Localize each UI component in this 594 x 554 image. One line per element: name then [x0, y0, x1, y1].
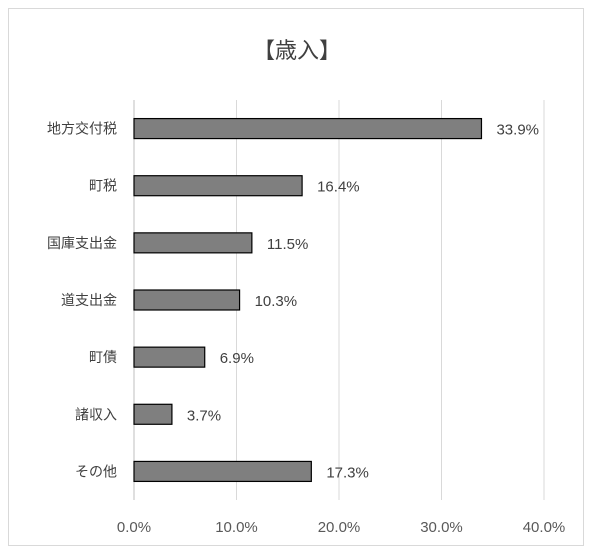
bar	[133, 346, 206, 368]
bar	[133, 175, 303, 197]
bar	[133, 460, 312, 483]
x-tick-labels: 0.0% 10.0% 20.0% 30.0% 40.0%	[117, 519, 565, 536]
data-label: 10.3%	[255, 293, 298, 310]
category-label: 町債	[89, 350, 117, 366]
x-tick-label: 10.0%	[215, 519, 258, 536]
category-label: 道支出金	[61, 293, 117, 309]
bar	[133, 289, 241, 311]
data-label: 16.4%	[317, 179, 360, 196]
bar	[133, 117, 483, 140]
x-tick-label: 40.0%	[523, 519, 566, 536]
bars	[133, 117, 483, 483]
x-tick-label: 0.0%	[117, 519, 151, 536]
x-tick-label: 20.0%	[318, 519, 361, 536]
category-label: 国庫支出金	[47, 235, 117, 252]
category-label: 地方交付税	[47, 121, 117, 138]
data-label: 17.3%	[326, 464, 369, 481]
x-tick-label: 30.0%	[420, 519, 463, 536]
data-label: 6.9%	[220, 350, 254, 367]
data-label: 33.9%	[496, 122, 539, 139]
bar	[133, 232, 253, 254]
bar	[133, 403, 173, 425]
data-labels: 33.9% 16.4% 11.5% 10.3% 6.9% 3.7% 17.3%	[187, 122, 539, 482]
chart-frame	[8, 8, 584, 546]
data-label: 3.7%	[187, 407, 221, 424]
category-label: 諸収入	[75, 407, 117, 423]
data-label: 11.5%	[267, 236, 308, 253]
category-label: 町税	[89, 179, 117, 195]
chart-title: 【歳入】	[253, 39, 341, 64]
category-label: その他	[75, 464, 117, 480]
